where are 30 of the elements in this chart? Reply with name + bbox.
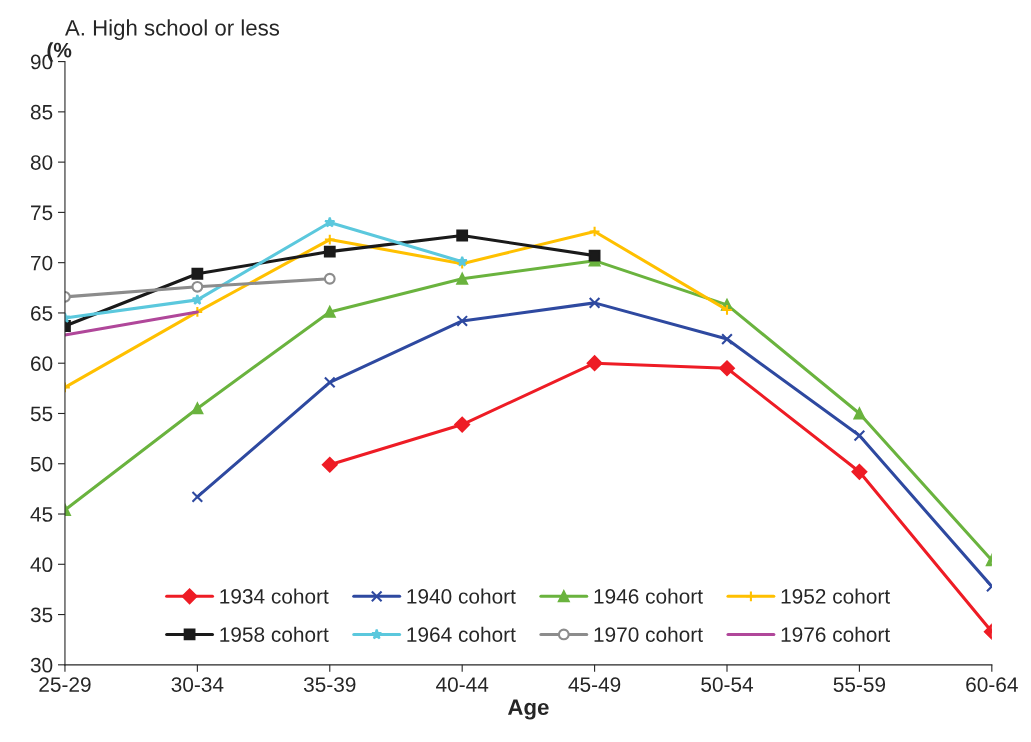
x-tick-label: 25-29: [39, 677, 91, 692]
x-tick-label: 60-64: [966, 677, 1018, 692]
legend-label: 1976 cohort: [781, 626, 890, 642]
legend-label: 1958 cohort: [220, 626, 329, 642]
x-tick-label: 45-49: [568, 677, 621, 692]
x-tick-label: 50-54: [701, 677, 754, 692]
y-tick-label: 80: [30, 155, 53, 170]
y-tick-label: 75: [31, 205, 53, 221]
chart-title: A. High school or less: [65, 19, 280, 41]
y-tick-label: 70: [31, 255, 53, 271]
y-tick-label: 50: [30, 456, 53, 472]
x-tick-label: 55-59: [833, 677, 886, 692]
x-axis-title: Age: [507, 699, 549, 720]
legend-label: 1970 cohort: [594, 626, 703, 642]
legend-label: 1934 cohort: [220, 588, 329, 604]
legend-label: 1940 cohort: [407, 588, 516, 604]
y-tick-label: 65: [31, 305, 53, 321]
legend-label: 1964 cohort: [407, 626, 516, 642]
y-tick-label: 85: [30, 104, 53, 120]
y-tick-label: 60: [31, 356, 53, 371]
legend-label: 1946 cohort: [594, 588, 703, 604]
y-tick-label: 40: [30, 557, 53, 573]
y-tick-label: 30: [30, 657, 53, 673]
x-tick-label: 30-34: [171, 677, 224, 692]
y-tick-label: 35: [30, 607, 53, 623]
legend-label: 1952 cohort: [781, 588, 890, 604]
y-tick-label: 45: [30, 507, 53, 522]
y-tick-label: 55: [30, 406, 53, 422]
x-tick-label: 40-44: [436, 677, 489, 692]
x-tick-label: 35-39: [303, 677, 356, 692]
